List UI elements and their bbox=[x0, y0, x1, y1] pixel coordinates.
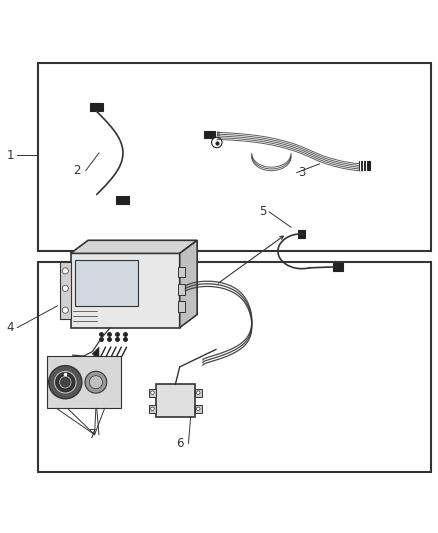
Circle shape bbox=[212, 138, 222, 148]
Bar bbox=[60, 262, 71, 319]
Bar bbox=[359, 161, 370, 171]
Text: 7: 7 bbox=[88, 428, 96, 441]
Text: 2: 2 bbox=[73, 164, 81, 177]
Bar bbox=[177, 284, 185, 295]
Bar bbox=[155, 384, 195, 417]
Bar bbox=[149, 405, 155, 413]
Circle shape bbox=[62, 285, 68, 292]
Text: 4: 4 bbox=[7, 321, 14, 334]
Bar bbox=[71, 253, 180, 328]
Bar bbox=[149, 389, 155, 397]
Circle shape bbox=[151, 407, 154, 410]
Bar bbox=[38, 63, 431, 251]
Bar bbox=[38, 262, 431, 472]
Bar bbox=[195, 389, 201, 397]
Circle shape bbox=[49, 366, 82, 399]
Polygon shape bbox=[180, 240, 197, 328]
Circle shape bbox=[89, 376, 102, 389]
Bar bbox=[333, 263, 343, 271]
Text: 5: 5 bbox=[259, 205, 266, 219]
Circle shape bbox=[197, 391, 200, 394]
Circle shape bbox=[60, 376, 71, 388]
Circle shape bbox=[85, 372, 107, 393]
Text: 1: 1 bbox=[7, 149, 14, 161]
Circle shape bbox=[197, 407, 200, 410]
Bar bbox=[90, 103, 103, 111]
Text: 6: 6 bbox=[176, 437, 184, 450]
Bar bbox=[75, 260, 138, 306]
Bar bbox=[297, 230, 305, 238]
Circle shape bbox=[151, 391, 154, 394]
Bar bbox=[204, 131, 215, 138]
Bar bbox=[46, 356, 121, 408]
Bar bbox=[177, 266, 185, 277]
Bar bbox=[177, 302, 185, 312]
Circle shape bbox=[62, 268, 68, 274]
Circle shape bbox=[62, 307, 68, 313]
Polygon shape bbox=[71, 240, 197, 253]
Text: 3: 3 bbox=[298, 166, 306, 179]
Polygon shape bbox=[92, 348, 99, 360]
Bar bbox=[195, 405, 201, 413]
Bar bbox=[117, 196, 130, 204]
Circle shape bbox=[54, 372, 76, 393]
